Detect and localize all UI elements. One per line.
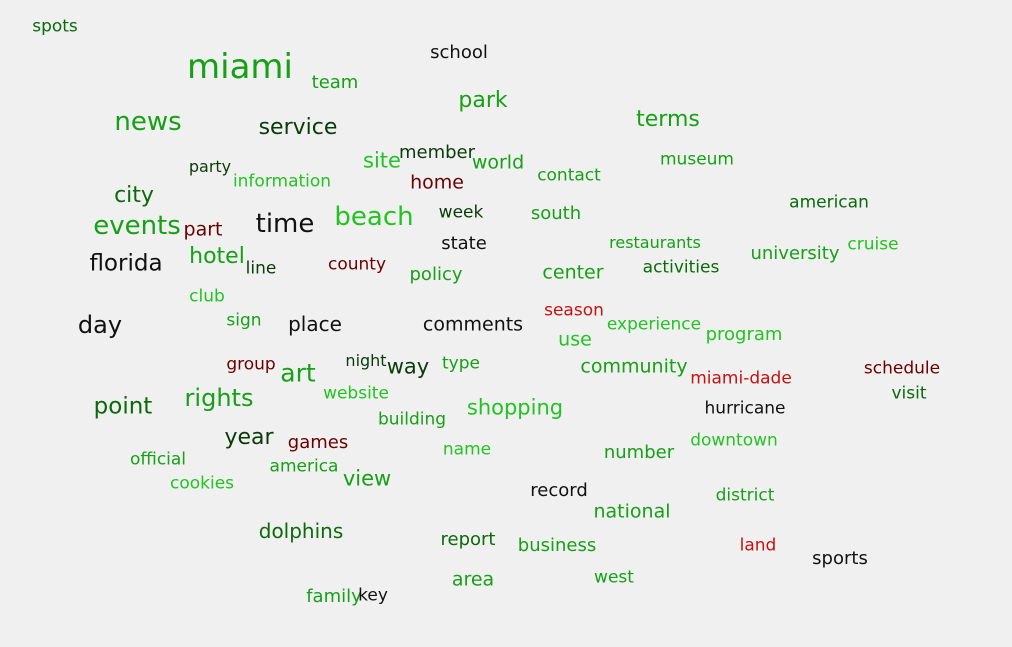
word-policy[interactable]: policy — [409, 264, 463, 285]
word-west[interactable]: west — [594, 567, 634, 588]
word-events[interactable]: events — [93, 211, 181, 241]
word-team[interactable]: team — [311, 72, 359, 93]
word-district[interactable]: district — [715, 485, 775, 506]
word-number[interactable]: number — [603, 442, 675, 463]
word-place[interactable]: place — [288, 312, 342, 336]
word-year[interactable]: year — [224, 425, 274, 450]
word-party[interactable]: party — [188, 157, 232, 176]
word-night[interactable]: night — [345, 351, 387, 370]
word-american[interactable]: american — [789, 192, 869, 213]
word-city[interactable]: city — [114, 183, 154, 208]
word-rights[interactable]: rights — [184, 384, 254, 412]
word-site[interactable]: site — [363, 148, 401, 173]
word-line[interactable]: line — [245, 258, 277, 279]
word-state[interactable]: state — [441, 233, 487, 254]
word-shopping[interactable]: shopping — [466, 395, 564, 420]
word-county[interactable]: county — [327, 254, 387, 275]
word-schedule[interactable]: schedule — [863, 358, 941, 379]
word-news[interactable]: news — [114, 107, 182, 137]
word-america[interactable]: america — [269, 456, 339, 477]
word-way[interactable]: way — [386, 354, 430, 379]
word-name[interactable]: name — [442, 439, 492, 460]
word-time[interactable]: time — [255, 209, 315, 239]
word-miami[interactable]: miami — [187, 47, 293, 87]
word-beach[interactable]: beach — [334, 202, 414, 232]
word-group[interactable]: group — [226, 354, 276, 375]
word-university[interactable]: university — [750, 243, 840, 264]
word-home[interactable]: home — [410, 171, 464, 194]
word-community[interactable]: community — [580, 355, 688, 378]
word-experience[interactable]: experience — [606, 314, 702, 335]
word-season[interactable]: season — [544, 300, 604, 321]
word-miami-dade[interactable]: miami-dade — [690, 368, 792, 389]
word-visit[interactable]: visit — [891, 383, 927, 404]
word-point[interactable]: point — [93, 393, 153, 420]
word-member[interactable]: member — [398, 142, 476, 163]
word-service[interactable]: service — [258, 115, 338, 140]
word-sign[interactable]: sign — [226, 310, 262, 331]
word-land[interactable]: land — [739, 535, 777, 556]
word-hotel[interactable]: hotel — [189, 244, 245, 269]
word-business[interactable]: business — [517, 535, 597, 556]
word-day[interactable]: day — [77, 311, 123, 339]
word-south[interactable]: south — [530, 203, 582, 224]
word-cookies[interactable]: cookies — [169, 473, 235, 494]
word-cruise[interactable]: cruise — [847, 234, 899, 255]
word-school[interactable]: school — [430, 42, 488, 63]
word-terms[interactable]: terms — [636, 107, 700, 132]
word-museum[interactable]: museum — [660, 149, 734, 170]
word-official[interactable]: official — [129, 449, 187, 470]
word-program[interactable]: program — [705, 324, 783, 345]
word-week[interactable]: week — [438, 202, 484, 223]
word-type[interactable]: type — [442, 353, 480, 374]
word-key[interactable]: key — [358, 585, 388, 606]
word-national[interactable]: national — [593, 500, 671, 523]
word-florida[interactable]: florida — [89, 250, 163, 277]
word-park[interactable]: park — [458, 88, 508, 113]
word-sports[interactable]: sports — [812, 548, 868, 569]
word-view[interactable]: view — [342, 466, 392, 491]
word-art[interactable]: art — [280, 358, 316, 388]
word-information[interactable]: information — [232, 171, 332, 192]
word-center[interactable]: center — [542, 261, 604, 284]
word-family[interactable]: family — [306, 586, 362, 607]
word-comments[interactable]: comments — [422, 313, 524, 336]
word-contact[interactable]: contact — [537, 165, 601, 186]
word-activities[interactable]: activities — [642, 257, 720, 278]
word-area[interactable]: area — [451, 568, 495, 591]
word-use[interactable]: use — [558, 328, 592, 351]
word-downtown[interactable]: downtown — [690, 430, 778, 451]
word-club[interactable]: club — [189, 286, 225, 307]
word-website[interactable]: website — [323, 383, 389, 404]
word-restaurants[interactable]: restaurants — [609, 233, 701, 252]
word-games[interactable]: games — [287, 432, 349, 453]
word-building[interactable]: building — [377, 409, 447, 430]
word-record[interactable]: record — [530, 480, 588, 501]
word-world[interactable]: world — [471, 151, 525, 174]
word-part[interactable]: part — [183, 218, 223, 241]
word-spots[interactable]: spots — [32, 16, 78, 37]
word-report[interactable]: report — [440, 529, 496, 550]
word-hurricane[interactable]: hurricane — [704, 398, 786, 419]
word-dolphins[interactable]: dolphins — [258, 519, 344, 543]
